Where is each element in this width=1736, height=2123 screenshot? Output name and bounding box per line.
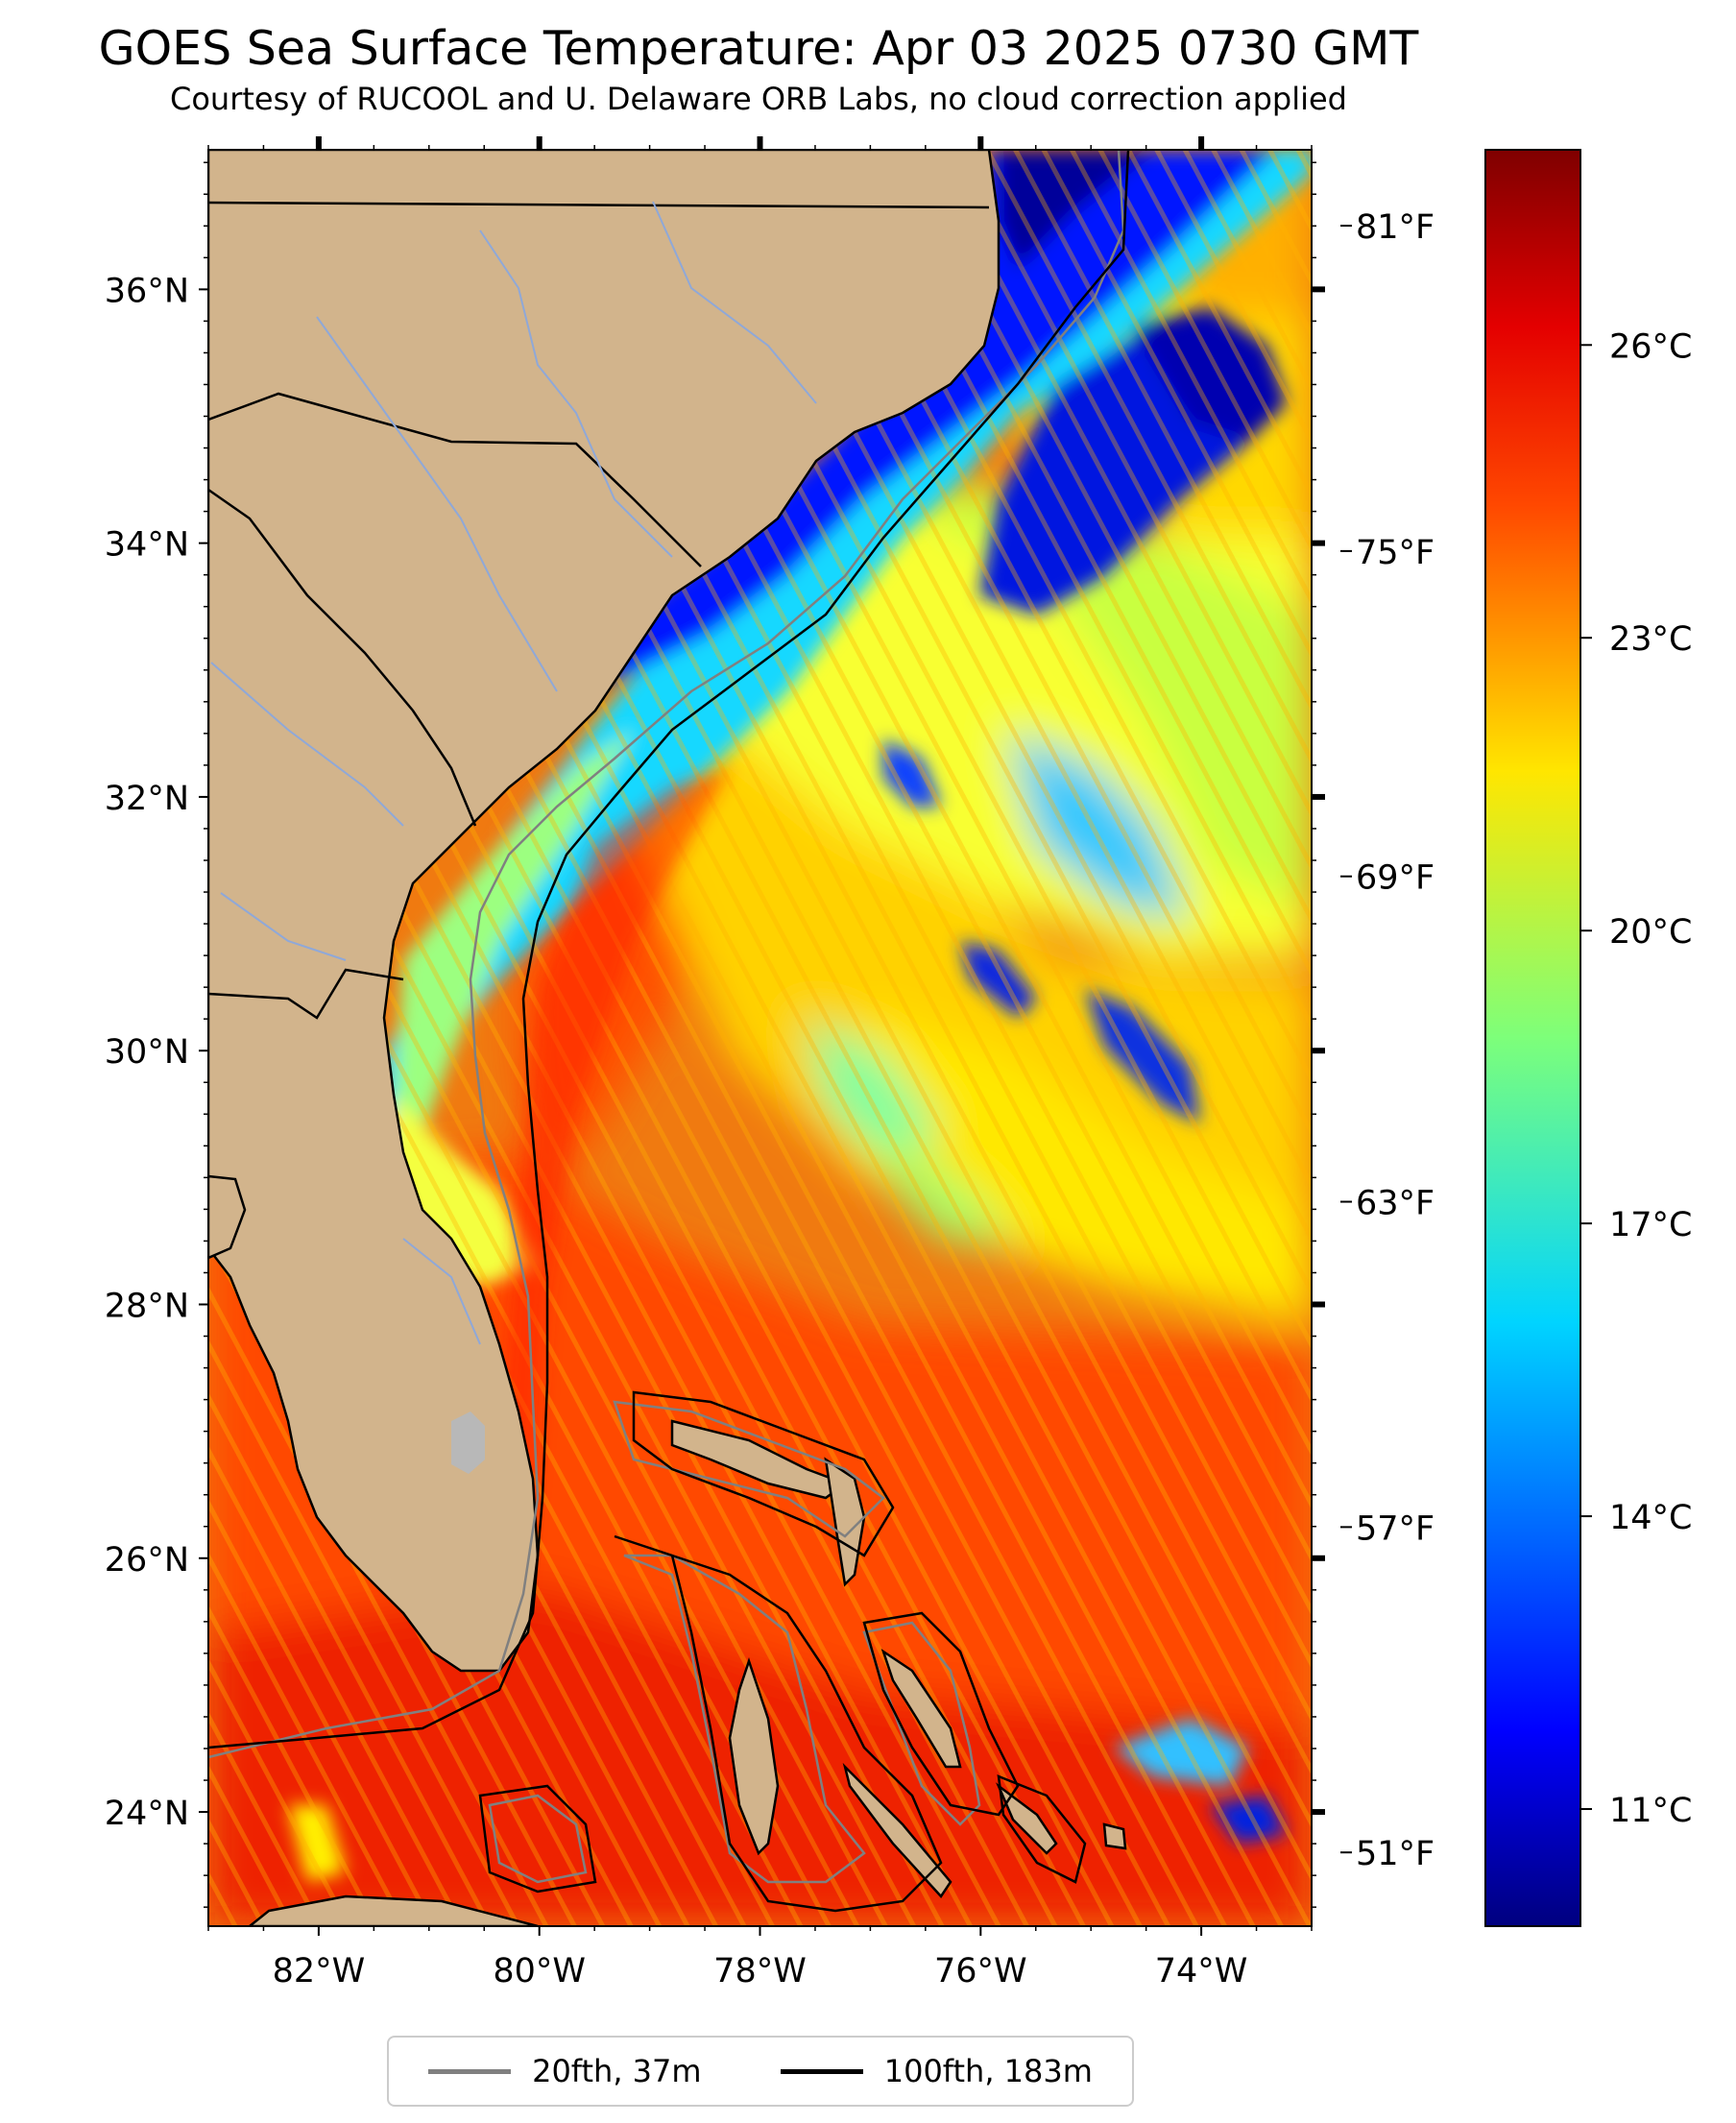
abaco (824, 1457, 866, 1587)
contour-20fth (208, 150, 1125, 1884)
colorbar-tick-label: 14°C (1609, 1499, 1692, 1537)
lat-tick-label: 32°N (105, 780, 189, 818)
colorbar-tick-label: 20°C (1609, 913, 1692, 952)
us-mainland (208, 150, 1001, 1673)
colorbar-tick-label: 11°C (1609, 1792, 1692, 1830)
lon-tick-label: 78°W (713, 1952, 807, 1990)
colorbar-tick-label: 17°C (1609, 1206, 1692, 1244)
legend-label-20fth: 20fth, 37m (532, 2053, 702, 2089)
fahrenheit-tick-label: 75°F (1356, 534, 1435, 572)
lat-tick-label: 30°N (105, 1033, 189, 1072)
colorbar-tick-label: 26°C (1609, 327, 1692, 366)
andros (728, 1657, 780, 1856)
legend-item-100fth: 100fth, 183m (780, 2053, 1093, 2089)
map-area (208, 150, 1312, 1926)
colorbar-tick-label: 23°C (1609, 620, 1692, 659)
fahrenheit-tick-label: 69°F (1356, 859, 1435, 898)
fahrenheit-tick-label: 51°F (1356, 1835, 1435, 1873)
contour-100fth (208, 150, 1130, 1913)
grand-bahama (670, 1419, 848, 1500)
fahrenheit-tick-label: 81°F (1356, 208, 1435, 247)
legend-swatch-gray (428, 2068, 512, 2074)
legend-swatch-black (780, 2068, 863, 2074)
map-title: GOES Sea Surface Temperature: Apr 03 202… (98, 21, 1419, 76)
lat-tick-label: 28°N (105, 1288, 189, 1326)
longitude-axis: 82°W 80°W 78°W 76°W 74°W (207, 136, 1313, 1990)
rivers (210, 201, 817, 1345)
colorbar (1484, 149, 1581, 1927)
lat-tick-label: 36°N (105, 272, 189, 310)
fahrenheit-axis: 81°F 75°F 69°F 63°F 57°F 51°F (1340, 208, 1435, 1873)
colorbar-axis: 11°C 14°C 17°C 20°C 23°C 26°C (1580, 327, 1692, 1830)
latitude-axis: 24°N 26°N 28°N 30°N 32°N 34°N 36°N (105, 161, 1325, 1908)
exuma (842, 1762, 952, 1899)
san-salvador (1102, 1822, 1127, 1850)
legend-label-100fth: 100fth, 183m (883, 2053, 1093, 2089)
lon-tick-label: 82°W (273, 1952, 366, 1990)
legend-item-20fth: 20fth, 37m (428, 2053, 702, 2089)
lon-tick-label: 76°W (934, 1952, 1027, 1990)
contour-legend: 20fth, 37m 100fth, 183m (387, 2036, 1134, 2107)
lon-tick-label: 80°W (493, 1952, 586, 1990)
long-island (996, 1782, 1058, 1855)
lat-tick-label: 26°N (105, 1541, 189, 1580)
lon-tick-label: 74°W (1155, 1952, 1248, 1990)
lake-okeechobee (451, 1411, 485, 1474)
land-masses (208, 150, 1127, 1926)
map-subtitle: Courtesy of RUCOOL and U. Delaware ORB L… (170, 81, 1347, 117)
eleuthera (880, 1648, 962, 1769)
fahrenheit-tick-label: 63°F (1356, 1185, 1435, 1223)
lat-tick-label: 34°N (105, 526, 189, 565)
lat-tick-label: 24°N (105, 1795, 189, 1833)
fahrenheit-tick-label: 57°F (1356, 1509, 1435, 1548)
cuba-edge (247, 1894, 539, 1926)
state-borders (208, 201, 990, 1020)
